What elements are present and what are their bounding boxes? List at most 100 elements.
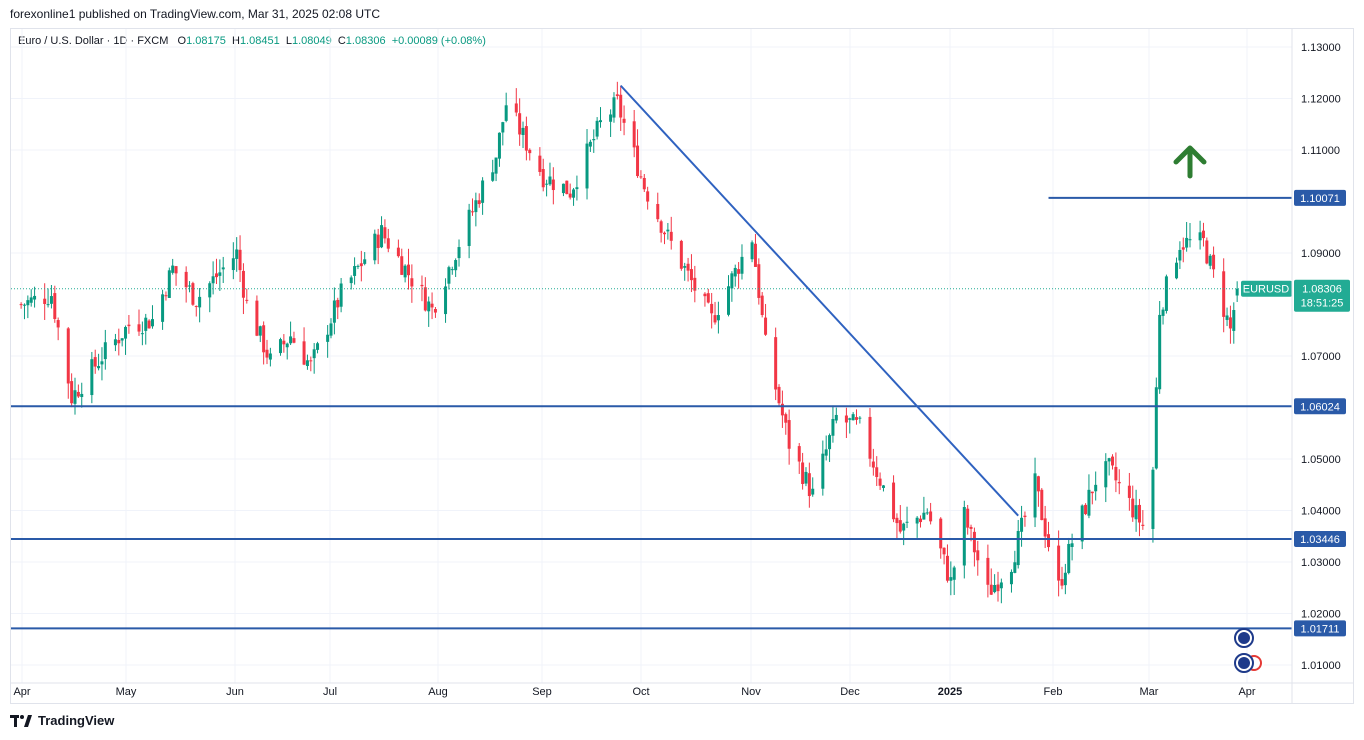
candle-body	[410, 278, 414, 287]
candle-body	[679, 240, 683, 269]
candle-body	[144, 317, 148, 331]
candle-body	[124, 326, 128, 339]
chart-frame	[10, 28, 1354, 704]
candle-body	[329, 323, 333, 336]
candle-body	[1228, 317, 1232, 329]
candle-body	[265, 349, 269, 358]
y-tick-label: 1.12000	[1301, 94, 1341, 106]
candle-body	[467, 209, 471, 246]
candle-body	[727, 286, 731, 315]
candle-body	[29, 297, 33, 303]
y-tick-label: 1.05000	[1301, 454, 1341, 466]
symbol-tag-label: EURUSD	[1243, 284, 1290, 296]
candle-body	[457, 247, 461, 259]
candle-body	[905, 521, 909, 523]
x-tick-label: Aug	[428, 686, 448, 698]
candle-body	[804, 471, 808, 484]
candle-body	[1127, 485, 1131, 498]
candle-body	[801, 462, 805, 484]
candle-body	[336, 299, 340, 308]
candle-body	[214, 273, 218, 278]
candle-body	[497, 132, 501, 159]
candle-body	[1013, 562, 1017, 573]
candle-body	[312, 349, 316, 359]
candle-body	[548, 176, 552, 185]
candle-body	[632, 121, 636, 148]
candle-body	[117, 339, 121, 344]
candle-body	[1067, 543, 1071, 573]
candle-body	[952, 567, 956, 580]
candle-body	[895, 517, 899, 524]
candle-body	[238, 249, 242, 271]
candle-body	[1114, 466, 1118, 481]
candle-body	[740, 256, 744, 274]
x-tick-label: Oct	[632, 686, 649, 698]
x-tick-label: Dec	[840, 686, 860, 698]
candle-body	[595, 120, 599, 137]
candle-body	[1178, 249, 1182, 261]
candle-body	[1188, 239, 1192, 241]
candle-body	[292, 338, 296, 343]
level-price-label: 1.06024	[1300, 401, 1340, 413]
candle-body	[255, 300, 259, 336]
candle-body	[1104, 461, 1108, 488]
candle-body	[147, 320, 151, 329]
high-label: H	[231, 35, 240, 47]
candle-body	[521, 127, 525, 135]
candle-body	[986, 557, 990, 585]
candle-body	[1043, 518, 1047, 537]
y-tick-label: 1.07000	[1301, 351, 1341, 363]
candle-body	[289, 336, 293, 344]
candle-body	[922, 512, 926, 520]
candle-body	[262, 325, 266, 353]
candle-body	[339, 283, 343, 307]
candle-body	[1040, 489, 1044, 521]
candle-body	[663, 232, 667, 235]
x-tick-label: Jun	[226, 686, 244, 698]
candles	[11, 81, 1292, 604]
candle-body	[231, 258, 235, 271]
candle-body	[619, 94, 623, 118]
candle-body	[1033, 473, 1037, 518]
low-label: L	[285, 35, 292, 47]
candle-body	[504, 105, 508, 121]
candle-body	[919, 518, 923, 523]
candle-body	[875, 467, 879, 478]
candle-body	[258, 326, 262, 336]
candle-body	[70, 381, 74, 404]
candle-body	[683, 266, 687, 268]
candle-body	[545, 183, 549, 185]
candle-body	[969, 526, 973, 529]
candle-body	[706, 293, 710, 303]
candle-body	[171, 265, 175, 273]
candle-body	[113, 339, 117, 346]
candle-body	[150, 319, 154, 327]
candle-body	[868, 416, 872, 459]
y-tick-label: 1.04000	[1301, 506, 1341, 518]
candle-body	[1080, 505, 1084, 542]
candle-body	[686, 263, 690, 271]
current-price-tag	[1294, 279, 1350, 312]
candle-body	[26, 300, 30, 306]
y-tick-label: 1.03000	[1301, 557, 1341, 569]
candle-body	[713, 315, 717, 323]
chart-legend: Euro / U.S. Dollar · 1D · FXCM O1.08175 …	[18, 35, 486, 47]
candle-body	[33, 295, 37, 300]
level-price-tag	[1294, 531, 1346, 548]
candle-body	[49, 296, 53, 304]
candle-body	[551, 179, 555, 191]
candle-body	[235, 249, 239, 259]
symbol-label: Euro / U.S. Dollar · 1D · FXCM	[18, 35, 169, 47]
candle-body	[477, 200, 481, 205]
candle-body	[966, 508, 970, 528]
x-tick-label: Feb	[1044, 686, 1063, 698]
candle-body	[1070, 543, 1074, 547]
up-arrow-icon	[1173, 145, 1207, 179]
candle-body	[737, 269, 741, 274]
candle-body	[528, 149, 532, 154]
y-tick-label: 1.11000	[1301, 145, 1340, 157]
candle-body	[703, 293, 707, 297]
candle-body	[656, 203, 660, 220]
candle-body	[949, 577, 953, 581]
